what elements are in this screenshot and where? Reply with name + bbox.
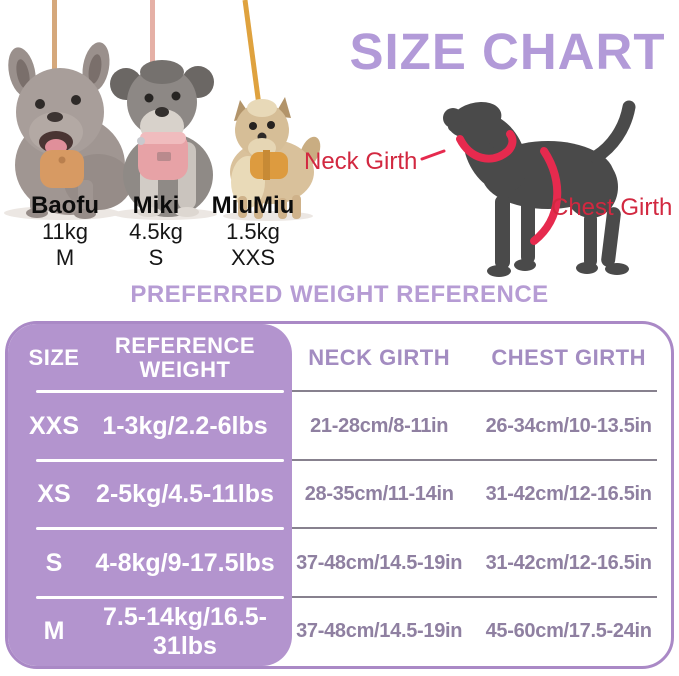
- weight-column-header: REFERENCE WEIGHT: [114, 333, 256, 382]
- dog-caption-miki: Miki 4.5kg S: [106, 192, 206, 271]
- tan-harness: [40, 150, 84, 188]
- schnauzer-photo: [110, 60, 214, 217]
- dog-weight: 11kg: [41, 219, 89, 244]
- table-row-xs-right: 28-35cm/11-14in 31-42cm/12-16.5in: [292, 461, 671, 530]
- dog-name: MiuMiu: [211, 192, 295, 219]
- page-title: SIZE CHART: [349, 23, 666, 80]
- size-value: XS: [37, 480, 71, 509]
- dog-caption-baofu: Baofu 11kg M: [10, 192, 120, 271]
- table-row-m-right: 37-48cm/14.5-19in 45-60cm/17.5-24in: [292, 598, 671, 667]
- leash-tan: [52, 0, 57, 74]
- table-row-s-left: S 4-8kg/9-17.5lbs: [8, 529, 292, 598]
- dog-name: Miki: [132, 192, 180, 219]
- weight-value: 7.5-14kg/16.5-31lbs: [103, 602, 267, 660]
- neck-value: 37-48cm/14.5-19in: [296, 551, 463, 574]
- chest-value: 31-42cm/12-16.5in: [485, 483, 652, 506]
- dog-size: S: [148, 245, 164, 270]
- size-value: S: [45, 548, 63, 577]
- dog-size: M: [55, 245, 75, 270]
- table-row-xxs-left: XXS 1-3kg/2.2-6lbs: [8, 392, 292, 461]
- size-value: XXS: [28, 411, 80, 440]
- weight-value: 1-3kg/2.2-6lbs: [102, 411, 268, 440]
- neck-value: 37-48cm/14.5-19in: [296, 620, 463, 643]
- weight-value: 4-8kg/9-17.5lbs: [95, 548, 275, 577]
- chest-value: 45-60cm/17.5-24in: [485, 620, 652, 643]
- section-heading: PREFERRED WEIGHT REFERENCE: [130, 281, 549, 308]
- three-dogs-photo: [4, 0, 321, 221]
- dog-silhouette-illustration: [420, 100, 636, 277]
- chest-column-header: CHEST GIRTH: [491, 345, 646, 370]
- table-header-right: NECK GIRTH CHEST GIRTH: [292, 324, 671, 392]
- dog-caption-miumiu: MiuMiu 1.5kg XXS: [196, 192, 310, 271]
- chest-girth-band: [530, 147, 562, 245]
- neck-value: 28-35cm/11-14in: [304, 483, 454, 506]
- size-value: M: [43, 617, 65, 646]
- girth-measurement-diagram: Neck Girth Chest Girth: [296, 92, 679, 288]
- dog-weight: 1.5kg: [226, 219, 280, 244]
- table-row-m-left: M 7.5-14kg/16.5-31lbs: [8, 598, 292, 667]
- leash-pink: [150, 0, 155, 90]
- neck-value: 21-28cm/8-11in: [310, 414, 449, 437]
- table-row-xxs-right: 21-28cm/8-11in 26-34cm/10-13.5in: [292, 392, 671, 461]
- dog-name: Baofu: [31, 192, 99, 219]
- size-column-header: SIZE: [28, 345, 80, 370]
- chest-value: 26-34cm/10-13.5in: [485, 414, 652, 437]
- table-left-block: SIZE REFERENCE WEIGHT XXS 1-3kg/2.2-6lbs…: [8, 324, 292, 666]
- weight-value: 2-5kg/4.5-11lbs: [96, 480, 274, 509]
- girth-bands: [420, 130, 562, 245]
- neck-label-pointer: [420, 149, 446, 161]
- yorkie-photo: [230, 97, 321, 219]
- size-table: SIZE REFERENCE WEIGHT XXS 1-3kg/2.2-6lbs…: [5, 321, 674, 669]
- neck-girth-band: [456, 130, 517, 163]
- table-header-left: SIZE REFERENCE WEIGHT: [8, 324, 292, 393]
- table-row-xs-left: XS 2-5kg/4.5-11lbs: [8, 461, 292, 530]
- table-row-s-right: 37-48cm/14.5-19in 31-42cm/12-16.5in: [292, 529, 671, 598]
- neck-column-header: NECK GIRTH: [308, 345, 451, 370]
- dog-weight: 4.5kg: [129, 219, 183, 244]
- dog-size: XXS: [230, 245, 276, 270]
- chest-value: 31-42cm/12-16.5in: [485, 551, 652, 574]
- dog-silhouette: [443, 100, 636, 277]
- french-bulldog-photo: [8, 42, 132, 219]
- table-right-block: NECK GIRTH CHEST GIRTH 21-28cm/8-11in 26…: [292, 324, 671, 666]
- chest-girth-label: Chest Girth: [551, 194, 673, 221]
- neck-girth-label: Neck Girth: [304, 148, 418, 175]
